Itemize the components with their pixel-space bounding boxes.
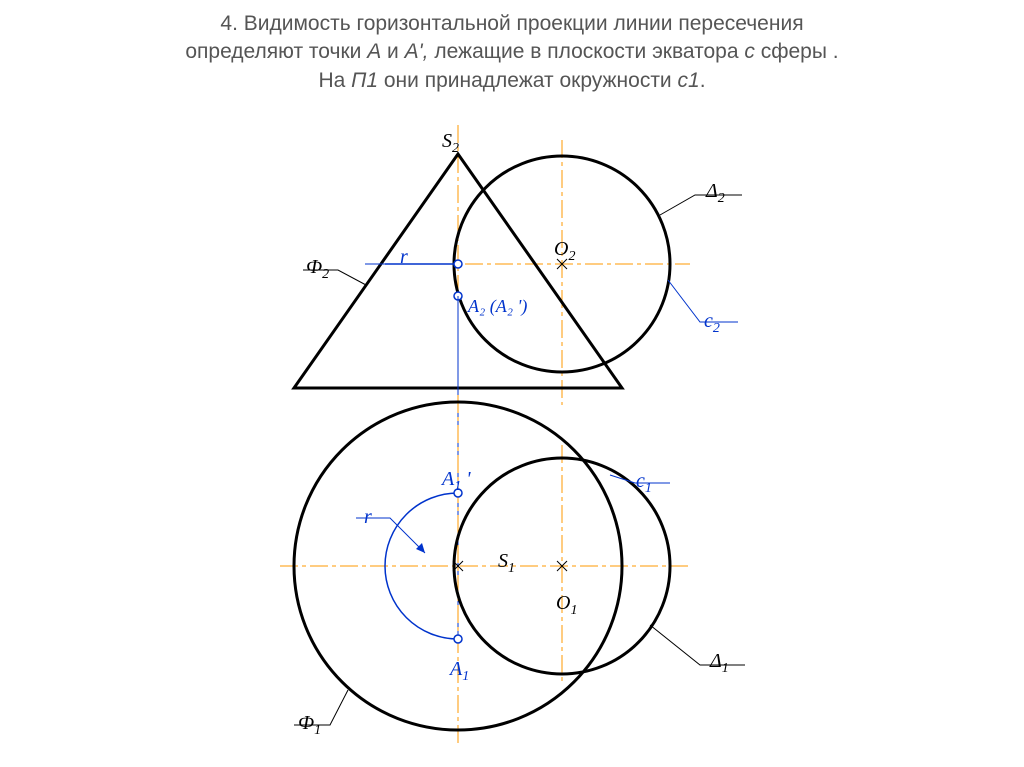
label-c2: c2 (704, 310, 720, 337)
label-r_upper: r (400, 246, 408, 269)
label-A2: A₂ (A₂ ') (468, 296, 527, 317)
label-A1prime: A1 ' (442, 468, 471, 495)
label-S2: S2 (442, 130, 459, 157)
label-S1: S1 (498, 550, 515, 577)
label-A1: A1 (450, 658, 469, 685)
label-r_lower: r (364, 506, 372, 529)
label-O1: O1 (556, 592, 577, 619)
label-Phi2: Ф2 (306, 256, 329, 283)
label-c1: c1 (636, 470, 652, 497)
label-Delta1: Δ1 (710, 650, 729, 677)
label-Delta2: Δ2 (706, 180, 725, 207)
label-Phi1: Ф1 (298, 712, 321, 739)
label-O2: O2 (554, 238, 575, 265)
diagram (0, 0, 1024, 767)
